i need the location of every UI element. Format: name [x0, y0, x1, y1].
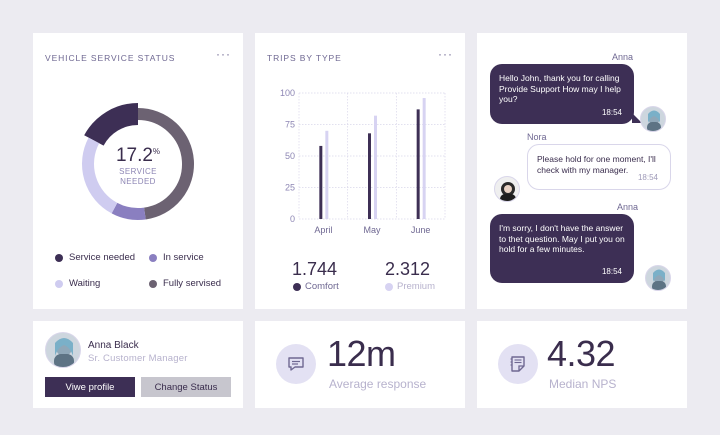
bubble-tail: [632, 286, 642, 296]
chat-author-nora: Nora: [527, 132, 547, 142]
trips-title: TRIPS BY TYPE: [267, 53, 342, 63]
service-percent: 17.2%: [98, 145, 178, 167]
avatar-anna: [645, 265, 671, 291]
chat-message: Please hold for one moment, I'll check w…: [527, 144, 671, 190]
chat-message-text: Please hold for one moment, I'll check w…: [537, 154, 656, 175]
profile-card: Anna Black Sr. Customer Manager Viwe pro…: [33, 321, 243, 408]
chat-author-anna: Anna: [612, 52, 634, 62]
chat-message: Hello John, thank you for calling Provid…: [490, 64, 634, 124]
chat-message-text: I'm sorry, I don't have the answer to th…: [499, 223, 625, 254]
legend-label: In service: [163, 252, 204, 263]
bar-comfort-june: [416, 109, 420, 219]
donut-segment-fully-servised: [137, 108, 194, 220]
service-percent-value: 17.2: [115, 145, 153, 166]
service-donut-chart: [82, 103, 194, 220]
comfort-legend: Comfort: [293, 281, 339, 292]
comfort-label: Comfort: [305, 281, 339, 292]
profile-name: Anna Black: [88, 340, 139, 351]
legend-dot: [149, 279, 157, 288]
nps-label: Median NPS: [549, 377, 617, 391]
center-label-line2: NEEDED: [120, 177, 156, 186]
legend-service-needed: Service needed: [55, 252, 135, 263]
response-label: Average response: [329, 377, 427, 391]
profile-role: Sr. Customer Manager: [88, 353, 188, 364]
donut-segment-in-service: [111, 202, 146, 220]
message-icon: [276, 344, 316, 384]
vehicle-service-title: VEHICLE SERVICE STATUS: [45, 53, 176, 63]
bar-comfort-may: [368, 133, 371, 219]
more-options-icon[interactable]: ···: [216, 47, 231, 61]
center-label-line1: SERVICE: [119, 167, 157, 176]
x-tick-label: May: [363, 225, 381, 235]
nps-value: 4.32: [547, 333, 616, 374]
legend-label: Waiting: [69, 278, 101, 289]
average-response-card: 12m Average response: [255, 321, 465, 408]
bar-premium-april: [325, 130, 329, 219]
donut-segment-waiting: [82, 137, 118, 214]
chat-message-time: 18:54: [601, 266, 622, 276]
profile-avatar: [45, 332, 81, 368]
legend-label: Service needed: [69, 252, 136, 263]
legend-in-service: In service: [149, 252, 204, 263]
change-status-button[interactable]: Change Status: [141, 377, 231, 397]
comfort-total: 1.744: [292, 259, 338, 279]
bar-comfort-april: [319, 145, 323, 219]
bar-premium-may: [374, 115, 377, 219]
chat-message-text: Hello John, thank you for calling Provid…: [499, 73, 621, 104]
legend-label: Fully servised: [163, 278, 222, 289]
y-tick-label: 100: [280, 88, 295, 98]
chat-message-time: 18:54: [601, 107, 622, 117]
premium-total: 2.312: [385, 259, 431, 279]
legend-dot: [385, 282, 393, 291]
chat-message-time: 18:54: [637, 172, 658, 182]
premium-label: Premium: [397, 281, 436, 292]
percent-sign: %: [152, 147, 161, 156]
avatar-nora: [494, 176, 520, 202]
chat-author-anna: Anna: [617, 202, 639, 212]
legend-dot: [55, 279, 63, 288]
legend-dot: [55, 253, 63, 262]
y-tick-label: 75: [285, 120, 295, 130]
note-icon: [498, 344, 538, 384]
y-tick-label: 50: [285, 151, 295, 161]
chat-card: Anna Hello John, thank you for calling P…: [477, 33, 687, 309]
y-tick-label: 0: [290, 214, 295, 224]
donut-segment-service-needed: [84, 103, 139, 147]
trips-by-type-card: TRIPS BY TYPE ··· 0 25 50 75 100 April May June…: [255, 33, 465, 309]
vehicle-service-card: VEHICLE SERVICE STATUS ··· 17.2% SERVICE…: [33, 33, 243, 309]
x-tick-label: April: [314, 225, 332, 235]
median-nps-card: 4.32 Median NPS: [477, 321, 687, 408]
legend-fully-serviced: Fully servised: [149, 278, 221, 289]
legend-waiting: Waiting: [55, 278, 100, 289]
legend-dot: [293, 282, 301, 291]
trips-bar-chart: 0 25 50 75 100 April May June: [280, 88, 446, 235]
legend-dot: [149, 253, 157, 262]
response-value: 12m: [327, 333, 396, 374]
more-options-icon[interactable]: ···: [438, 47, 453, 61]
donut-center: 17.2% SERVICE NEEDED: [98, 145, 178, 187]
premium-legend: Premium: [385, 281, 435, 292]
avatar-anna: [640, 106, 666, 132]
x-tick-label: June: [411, 225, 431, 235]
chat-message: I'm sorry, I don't have the answer to th…: [490, 214, 634, 283]
y-tick-label: 25: [285, 183, 295, 193]
bubble-tail: [632, 113, 642, 123]
bar-premium-june: [422, 98, 426, 219]
view-profile-button[interactable]: Viwe profile: [45, 377, 135, 397]
